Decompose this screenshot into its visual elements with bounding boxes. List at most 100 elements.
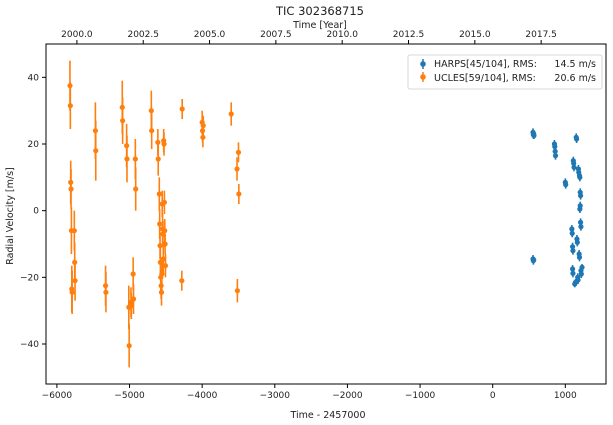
- data-point: [179, 278, 185, 284]
- data-point: [71, 228, 77, 234]
- data-point: [120, 118, 126, 124]
- data-point: [93, 148, 99, 154]
- data-point: [156, 191, 162, 197]
- data-point: [563, 182, 569, 188]
- top-x-tick-label: 2000.0: [61, 30, 93, 40]
- data-series: [67, 60, 585, 368]
- y-tick-label: 0: [33, 207, 39, 217]
- data-point: [200, 134, 206, 140]
- data-point: [133, 186, 139, 192]
- data-point: [162, 241, 168, 247]
- y-tick-label: 40: [28, 73, 40, 83]
- top-x-tick-label: 2007.5: [260, 30, 292, 40]
- y-axis: −40 −20 0 20 40: [20, 73, 46, 350]
- top-x-tick-label: 2015.0: [459, 30, 491, 40]
- data-point: [573, 136, 580, 142]
- data-point: [157, 243, 163, 249]
- data-point: [572, 279, 579, 285]
- data-point: [577, 203, 583, 209]
- data-point: [126, 343, 132, 349]
- data-point: [578, 224, 584, 230]
- x-tick-label: 1000: [554, 391, 577, 401]
- data-point: [577, 219, 584, 225]
- data-point: [228, 111, 234, 117]
- data-point: [72, 278, 78, 284]
- data-point: [149, 128, 155, 134]
- bottom-x-axis: −6000 −5000 −4000 −3000 −2000 −1000 0 1000: [42, 384, 577, 401]
- data-point: [68, 186, 74, 192]
- data-point: [571, 160, 577, 166]
- series-harps: [530, 128, 585, 288]
- data-point: [155, 139, 161, 145]
- x-tick-label: −4000: [187, 391, 218, 401]
- series-ucles: [67, 60, 242, 368]
- top-x-tick-label: 2012.5: [393, 30, 425, 40]
- data-point: [576, 254, 583, 260]
- legend-marker-ucles: [420, 74, 426, 80]
- data-point: [579, 264, 585, 270]
- data-point: [157, 221, 163, 227]
- data-point: [128, 303, 134, 309]
- legend-label-harps: HARPS[45/104], RMS:: [434, 59, 537, 70]
- legend-rms-harps: 14.5 m/s: [554, 59, 596, 70]
- plot-area: −6000 −5000 −4000 −3000 −2000 −1000 0 1000 2000…: [20, 30, 607, 401]
- legend-marker-harps: [420, 61, 426, 67]
- data-point: [162, 263, 169, 269]
- data-point: [577, 193, 584, 199]
- top-x-axis: 2000.0 2002.5 2005.0 2007.5 2010.0 2012.5 2015…: [61, 30, 557, 44]
- data-point: [577, 174, 583, 180]
- top-x-tick-label: 2002.5: [127, 30, 159, 40]
- top-x-tick-label: 2017.5: [525, 30, 557, 40]
- data-point: [569, 226, 575, 232]
- top-x-axis-label: Time [Year]: [292, 20, 347, 31]
- data-point: [236, 191, 242, 197]
- data-point: [569, 266, 576, 272]
- top-x-tick-label: 2010.0: [326, 30, 358, 40]
- data-point: [162, 228, 168, 234]
- data-point: [130, 271, 136, 277]
- data-point: [179, 106, 185, 112]
- data-point: [570, 270, 576, 276]
- data-point: [124, 156, 130, 162]
- y-tick-label: 20: [28, 140, 40, 150]
- x-tick-label: −6000: [42, 391, 73, 401]
- data-point: [569, 244, 576, 250]
- legend-box: [407, 54, 603, 90]
- data-point: [148, 108, 154, 114]
- data-point: [235, 149, 242, 155]
- data-point: [155, 156, 161, 162]
- legend-entry-harps: HARPS[45/104], RMS: 14.5 m/s: [420, 59, 596, 70]
- data-point: [200, 123, 206, 129]
- x-tick-label: −1000: [405, 391, 436, 401]
- data-point: [67, 103, 73, 109]
- legend-entry-ucles: UCLES[59/104], RMS: 20.6 m/s: [420, 72, 596, 84]
- y-tick-label: −20: [20, 273, 39, 283]
- data-point: [571, 164, 577, 170]
- x-tick-label: −5000: [114, 391, 145, 401]
- y-tick-label: −40: [20, 340, 39, 350]
- data-point: [161, 199, 167, 205]
- legend-rms-ucles: 20.6 m/s: [554, 73, 596, 84]
- data-point: [103, 289, 109, 295]
- x-tick-label: −2000: [332, 391, 363, 401]
- data-point: [130, 296, 137, 302]
- chart-title: TIC 302368715: [275, 4, 364, 18]
- data-point: [531, 133, 537, 139]
- x-tick-label: −3000: [260, 391, 291, 401]
- x-tick-label: 0: [490, 391, 496, 401]
- axes-frame: [45, 43, 607, 385]
- data-point: [569, 230, 575, 236]
- data-point: [160, 256, 166, 262]
- data-point: [552, 148, 558, 154]
- legend: HARPS[45/104], RMS: 14.5 m/s UCLES[59/10…: [407, 54, 603, 90]
- data-point: [531, 257, 537, 263]
- data-point: [570, 248, 576, 254]
- data-point: [158, 289, 165, 295]
- data-point: [578, 271, 584, 277]
- data-point: [69, 289, 75, 295]
- data-point: [552, 153, 559, 159]
- data-point: [234, 288, 240, 294]
- legend-label-ucles: UCLES[59/104], RMS:: [434, 73, 536, 84]
- data-point: [234, 166, 240, 172]
- top-x-tick-label: 2005.0: [194, 30, 226, 40]
